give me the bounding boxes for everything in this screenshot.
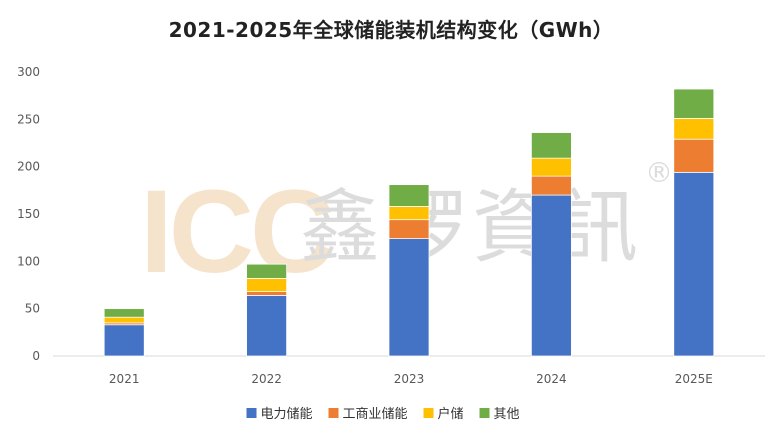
x-tick-label: 2021 xyxy=(109,372,140,386)
y-tick-label: 50 xyxy=(25,302,40,316)
bar-segment-4-2021 xyxy=(103,308,145,318)
legend-label: 工商业储能 xyxy=(343,407,408,422)
bar-segment-4-2024 xyxy=(531,132,572,159)
legend-label: 户储 xyxy=(438,406,464,422)
bar-segment-4-2022 xyxy=(246,263,287,279)
y-tick-label: 250 xyxy=(17,112,40,126)
y-tick-label: 200 xyxy=(17,160,40,174)
y-tick-label: 150 xyxy=(17,207,40,221)
legend-swatch xyxy=(423,408,434,418)
y-axis: 0 50 100 150 200 250 300 xyxy=(17,65,40,363)
bar-segment-3-2021 xyxy=(103,316,145,324)
watermark-registered-mark: ® xyxy=(645,156,673,189)
x-tick-label: 2023 xyxy=(394,372,425,386)
watermark-chinese: 鑫椤資訊 xyxy=(300,181,644,274)
bar-segment-2-2023 xyxy=(388,219,430,239)
bar-segment-3-2024 xyxy=(531,157,572,177)
legend: 电力储能 工商业储能 户储 其他 xyxy=(246,406,520,422)
bar-segment-2-2022 xyxy=(246,291,287,296)
bar-segment-1-2023 xyxy=(388,238,430,357)
bar-segment-2-2025E xyxy=(673,138,715,173)
x-tick-label: 2024 xyxy=(536,372,567,386)
bar-segment-1-2022 xyxy=(246,295,287,357)
watermark-latin: ICC xyxy=(140,166,332,298)
legend-label: 电力储能 xyxy=(261,407,313,422)
bar-segment-2-2024 xyxy=(531,175,572,196)
bar-segment-3-2025E xyxy=(673,118,715,140)
y-tick-label: 300 xyxy=(17,65,40,79)
bar-segment-3-2023 xyxy=(388,206,430,221)
bar-segment-1-2025E xyxy=(673,171,715,357)
legend-swatch xyxy=(479,408,490,418)
x-tick-label: 2025E xyxy=(675,372,713,386)
chart-title: 2021-2025年全球储能装机结构变化（GWh） xyxy=(168,18,614,42)
x-axis: 2021 2022 2023 2024 2025E xyxy=(109,372,713,386)
bar-segment-4-2025E xyxy=(673,88,715,119)
legend-swatch xyxy=(246,408,257,418)
bar-segment-3-2022 xyxy=(246,277,287,293)
bar-segment-1-2024 xyxy=(531,194,572,357)
legend-swatch xyxy=(328,408,339,418)
y-tick-label: 100 xyxy=(17,254,40,268)
bar-segment-4-2023 xyxy=(388,184,430,207)
legend-label: 其他 xyxy=(494,407,520,422)
watermark: ICC 鑫椤資訊 ® xyxy=(140,156,673,298)
y-tick-label: 0 xyxy=(32,349,40,363)
x-tick-label: 2022 xyxy=(251,372,282,386)
bar-segment-1-2021 xyxy=(103,324,145,357)
bars-group xyxy=(103,88,715,357)
